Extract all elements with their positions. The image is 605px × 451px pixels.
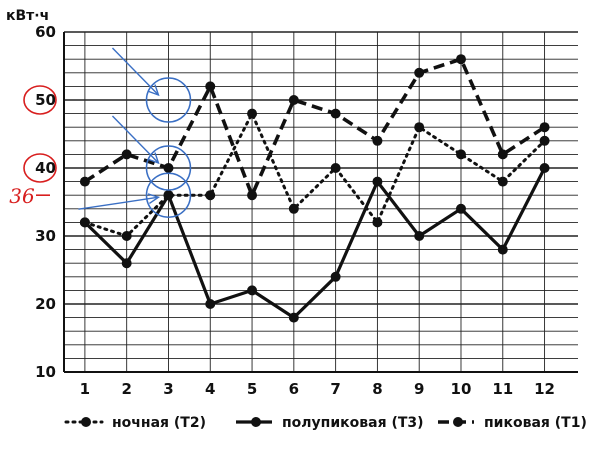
x-tick-labels: 1 2 3 4 5 6 7 8 9 10 11 12 [80,380,555,398]
data-point [205,190,216,201]
x-tick-label: 12 [534,380,555,398]
data-point [414,122,425,133]
legend-label: ночная (Т2) [112,415,206,431]
y-tick-labels: 10 20 30 40 50 60 [35,23,56,381]
blue-arrowhead [147,152,160,165]
x-tick-label: 2 [121,380,131,398]
handwritten-value-label: 36 [9,184,35,208]
data-point [288,95,299,105]
data-point [205,81,216,92]
data-point [539,163,550,173]
blue-circle-annotation [145,77,192,123]
legend-label: полупиковая (Т3) [282,415,424,431]
blue-arrowhead [147,193,161,204]
series-line [83,112,547,238]
data-point [247,285,258,296]
data-point [497,244,508,255]
series-line [83,167,547,320]
data-point [372,135,383,146]
data-point [539,122,550,133]
x-tick-label: 7 [330,380,340,398]
y-tick-label: 40 [35,159,56,177]
x-tick-label: 3 [163,380,173,398]
legend-marker [453,417,463,427]
data-point [247,190,258,201]
legend-marker [251,417,261,427]
data-point [455,203,466,214]
data-point [414,67,425,78]
x-tick-label: 1 [80,380,90,398]
series-line [83,57,546,197]
blue-arrow-annotation [78,196,159,210]
chart-grid [64,31,578,373]
data-point [372,217,383,228]
red-circle-annotation [23,85,57,115]
data-point [247,108,258,119]
x-tick-label: 5 [247,380,257,398]
x-tick-label: 11 [492,380,513,398]
data-point [288,312,299,323]
data-point [539,135,550,146]
legend-item-2: полупиковая (Т3) [236,415,424,431]
chart-axes [63,32,578,373]
data-point [163,163,174,173]
chart-legend: ночная (Т2) полупиковая (Т3) пиковая (Т1) [64,415,587,431]
y-axis-unit-label: кВт·ч [6,8,49,24]
series-2 [79,163,550,323]
y-tick-label: 60 [35,23,56,41]
data-point [205,299,216,309]
blue-arrow-annotation [111,47,159,96]
blue-circle-annotation [145,145,192,191]
data-point [455,149,466,160]
y-tick-label: 20 [35,295,56,313]
data-point [79,217,90,228]
legend-item-3: пиковая (Т1) [438,415,587,431]
data-point [497,149,508,160]
legend-item-1: ночная (Т2) [64,415,206,431]
blue-circle-annotation [145,172,192,218]
x-tick-label: 10 [451,380,472,398]
data-point [121,258,132,269]
blue-arrowhead [147,84,160,97]
x-tick-label: 4 [205,380,215,398]
chart-series [79,54,550,323]
data-point [163,190,174,201]
legend-label: пиковая (Т1) [484,415,587,431]
data-point [330,108,341,119]
blue-arrow-annotation [111,115,159,164]
y-tick-label: 10 [35,363,56,381]
series-1 [79,108,550,241]
x-tick-label: 6 [289,380,299,398]
data-point [330,271,341,282]
y-tick-label: 30 [35,227,56,245]
series-3 [79,54,550,201]
x-tick-label: 8 [372,380,382,398]
x-tick-label: 9 [414,380,424,398]
hand-annotations: 36 [9,47,192,218]
y-tick-label: 50 [35,91,56,109]
legend-marker [81,417,91,427]
data-point [79,176,90,187]
data-point [455,54,466,65]
data-point [288,203,299,214]
data-point [121,231,132,241]
data-point [330,163,341,173]
data-point [121,149,132,160]
data-point [414,231,425,241]
red-circle-annotation [23,153,57,183]
data-point [497,176,508,187]
data-point [372,176,383,187]
